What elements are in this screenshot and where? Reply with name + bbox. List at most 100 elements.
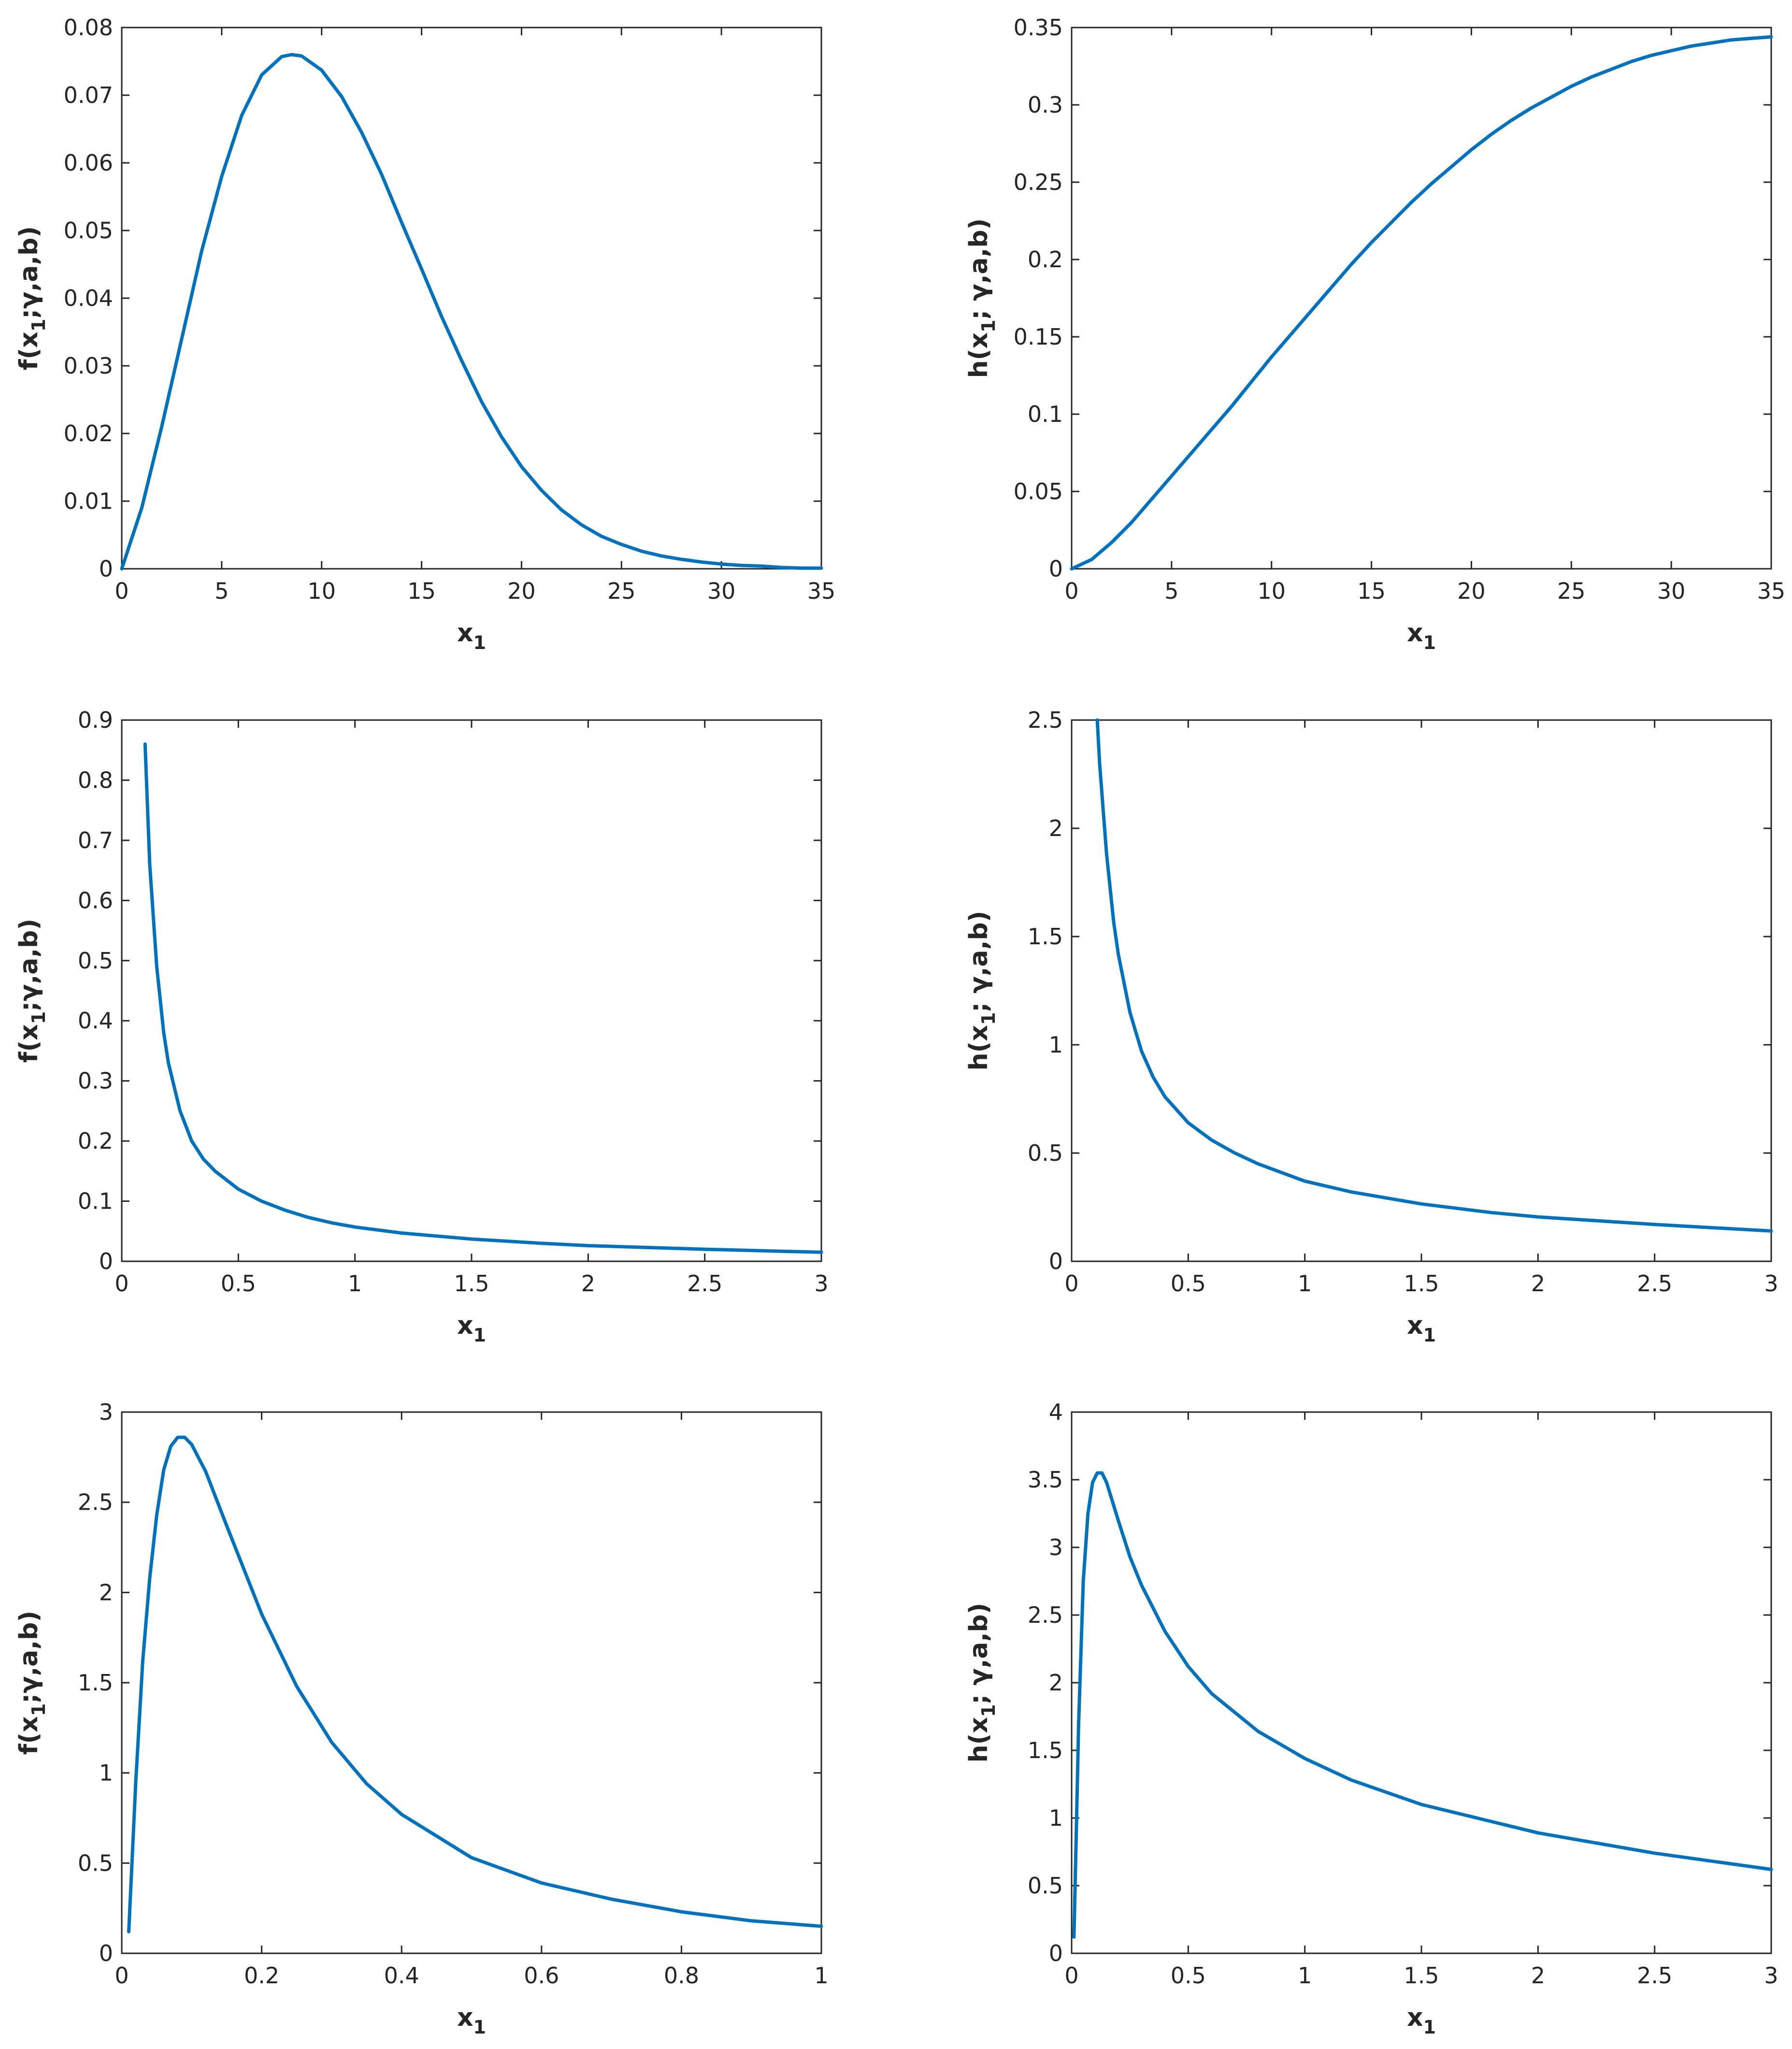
chart-1-xtick-label: 5 [215,578,229,604]
chart-5-series-line [127,1435,823,1934]
chart-3-ytick-label: 0.1 [78,1188,113,1214]
chart-2-axes-box [1071,27,1772,570]
chart-1-ylabel-post: ;γ,a,b) [14,226,43,319]
chart-1-xtick-label: 20 [507,578,536,604]
chart-3-ylabel-pre: f(x [14,1024,43,1063]
chart-2-series-line [1070,35,1773,571]
chart-2-ytick-label: 0.2 [1028,246,1063,273]
chart-3: 0 0.5 1 1.5 2 2.5 3 0 0.1 0.2 0.3 0.4 0.5 0.6 0.7 0.8 0.… [14,707,829,1346]
chart-2-ytick-label: 0.25 [1014,169,1063,195]
chart-3-xtick-label: 2 [581,1270,595,1297]
chart-3-ytick-label: 0.5 [78,948,113,974]
chart-4-ytick-label: 0.5 [1028,1140,1063,1166]
chart-6-xtick-label: 2.5 [1637,1962,1672,1989]
chart-1-series-line [120,53,823,571]
chart-2-ylabel: h(x1; γ,a,b) [964,218,999,378]
chart-4-xtick-label: 1 [1298,1270,1312,1297]
chart-6-xtick-label: 0 [1064,1962,1078,1989]
chart-4-axes-box [1071,719,1772,1262]
chart-5-ytick-label: 3 [99,1399,113,1425]
chart-5-xlabel-sub: 1 [473,2017,486,2038]
chart-6-ylabel: h(x1; γ,a,b) [964,1603,999,1763]
chart-2-xlabel: x1 [1407,619,1436,653]
chart-6-xtick-label: 1.5 [1404,1962,1439,1989]
chart-1: 0 5 10 15 20 25 30 35 0 0.01 0.02 0.03 0.04 0.05 0.06 0… [14,14,835,653]
chart-2-ytick-label: 0.3 [1028,92,1063,118]
chart-6-axes-box [1071,1411,1772,1954]
chart-3-ytick-label: 0.9 [78,707,113,733]
chart-4-xtick-label: 2 [1531,1270,1545,1297]
chart-6-xlabel: x1 [1407,2003,1436,2038]
chart-1-ylabel-sub: 1 [28,319,49,332]
chart-3-xlabel-main: x [457,1311,473,1340]
chart-5-ylabel-post: ;γ,a,b) [14,1611,43,1703]
chart-5-axes-box [121,1411,822,1954]
chart-1-ylabel-pre: f(x [14,332,43,370]
chart-3-ylabel: f(x1;γ,a,b) [14,919,49,1063]
chart-2-xtick-label: 35 [1757,578,1786,604]
chart-5-xtick-label: 0.2 [244,1962,279,1989]
chart-2-xtick-label: 5 [1164,578,1178,604]
chart-3-ytick-label: 0.7 [78,827,113,853]
chart-1-xtick-label: 0 [115,578,129,604]
chart-3-ytick-label: 0 [99,1248,113,1274]
chart-1-xlabel-main: x [457,619,473,648]
chart-6-series-line [1072,1471,1773,1939]
chart-1-ytick-label: 0.04 [64,285,113,311]
chart-4-ytick-label: 2 [1049,815,1063,841]
chart-4-ylabel-pre: h(x [964,1025,993,1070]
chart-3-xtick-label: 1 [348,1270,362,1297]
chart-5-ytick-label: 1.5 [78,1670,113,1696]
chart-3-xlabel: x1 [457,1311,486,1346]
chart-2-xtick-label: 0 [1064,578,1078,604]
chart-2-ytick-label: 0 [1049,556,1063,582]
chart-2-ytick-label: 0.05 [1014,478,1063,505]
chart-6-ytick-label: 1 [1049,1805,1063,1831]
chart-6-ytick-label: 0 [1049,1940,1063,1966]
chart-5-xlabel: x1 [457,2003,486,2038]
chart-3-ytick-label: 0.8 [78,767,113,793]
chart-1-xlabel-sub: 1 [473,632,486,653]
chart-5-ytick-label: 2.5 [78,1489,113,1515]
chart-3-xlabel-sub: 1 [473,1325,486,1346]
chart-1-xtick-label: 15 [407,578,436,604]
chart-4-xlabel: x1 [1407,1311,1436,1346]
chart-3-xtick-label: 3 [814,1270,828,1297]
chart-6-xlabel-main: x [1407,2003,1423,2032]
chart-6-ytick-label: 3.5 [1028,1467,1063,1493]
chart-5-ylabel-pre: f(x [14,1716,43,1755]
chart-3-xtick-label: 0 [115,1270,129,1297]
chart-6-xtick-label: 2 [1531,1962,1545,1989]
chart-5-xtick-label: 1 [814,1962,828,1989]
chart-4-xtick-label: 3 [1764,1270,1778,1297]
chart-2-xtick-label: 25 [1557,578,1586,604]
chart-6-ytick-label: 3 [1049,1534,1063,1560]
chart-3-ytick-label: 0.3 [78,1068,113,1094]
chart-4-xtick-label: 2.5 [1637,1270,1672,1297]
chart-3-ytick-label: 0.6 [78,887,113,913]
chart-4-ylabel: h(x1; γ,a,b) [964,911,999,1071]
chart-5-xtick-label: 0.6 [524,1962,559,1989]
chart-4-xtick-label: 1.5 [1404,1270,1439,1297]
chart-1-ytick-label: 0.05 [64,217,113,244]
chart-1-xtick-label: 35 [807,578,836,604]
chart-6-xtick-label: 0.5 [1171,1962,1206,1989]
chart-2-ylabel-pre: h(x [964,332,993,378]
chart-2-ytick-label: 0.35 [1014,14,1063,41]
chart-5-ytick-label: 1 [99,1760,113,1786]
chart-1-ytick-label: 0.07 [64,82,113,108]
chart-1-xlabel: x1 [457,619,486,653]
chart-1-xtick-label: 10 [307,578,336,604]
chart-5-xtick-label: 0.4 [384,1962,419,1989]
chart-3-xtick-label: 2.5 [687,1270,722,1297]
chart-2-xtick-label: 20 [1457,578,1486,604]
chart-2-ytick-label: 0.1 [1028,401,1063,427]
chart-5-xtick-label: 0.8 [664,1962,699,1989]
chart-4-xtick-label: 0 [1064,1270,1078,1297]
chart-2-ylabel-sub: 1 [978,320,999,332]
chart-4-series-line [1095,718,1773,1233]
chart-4-ytick-label: 1 [1049,1032,1063,1058]
chart-1-axes-box [121,27,822,570]
